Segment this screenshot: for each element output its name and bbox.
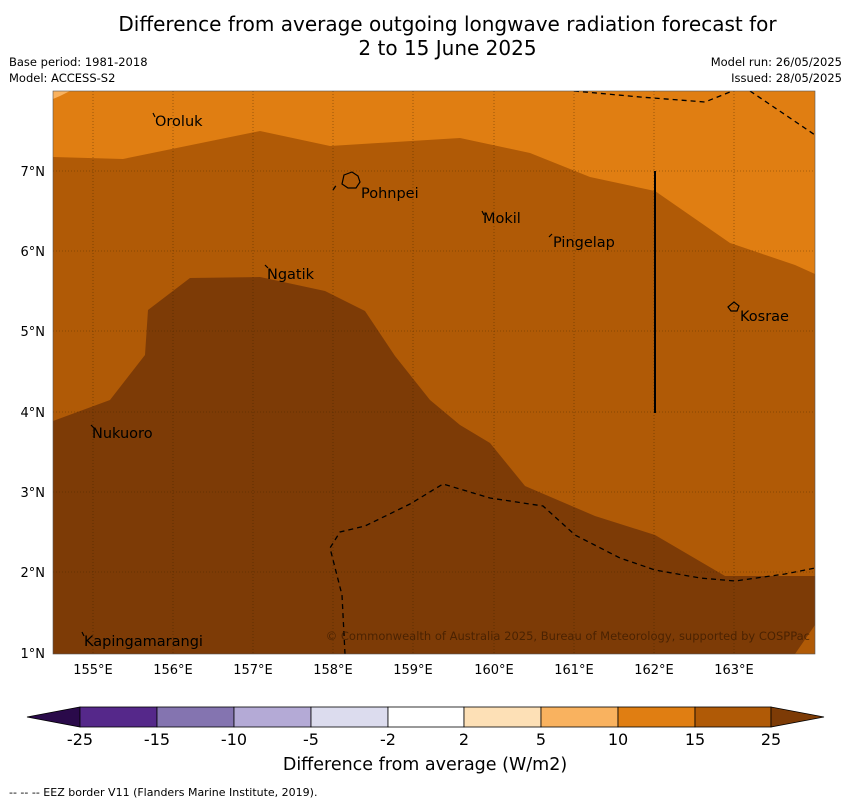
lon-label: 159°E [393,663,433,678]
colorbar-segment [79,706,158,728]
eez-borders [329,91,815,654]
lon-label: 158°E [313,663,353,678]
band-15-25-corner [795,625,815,654]
colorbar-segment [617,706,696,728]
model-name: Model: ACCESS-S2 [9,71,116,85]
colorbar-tick: -25 [67,730,93,749]
colorbar-segment [310,706,389,728]
lon-label: 162°E [634,663,674,678]
title-line-1: Difference from average outgoing longwav… [118,12,777,36]
colorbar-segment [233,706,312,728]
lon-axis-labels: 155°E 156°E 157°E 158°E 159°E 160°E 161°… [73,663,754,678]
island-oroluk [152,112,156,118]
base-period: Base period: 1981-2018 [9,55,148,69]
gridlines [53,91,815,654]
lat-axis-labels: 7°N 6°N 5°N 4°N 3°N 2°N 1°N [21,165,46,662]
colorbar-ticks: -25 -15 -10 -5 -2 2 5 10 15 25 [67,730,781,749]
place-ngatik: Ngatik [267,267,315,283]
eez-border-south [329,483,815,654]
place-oroluk: Oroluk [155,114,203,130]
eez-border-top-right [749,91,815,136]
colorbar-segment [156,706,235,728]
island-kosrae [727,301,740,312]
lat-label: 5°N [21,325,46,340]
colorbar-tick: 5 [536,730,546,749]
colorbar-segment [540,706,619,728]
eez-footnote: -- -- -- EEZ border V11 (Flanders Marine… [9,786,318,799]
band-5-10 [53,91,70,99]
colorbar-tick: -2 [380,730,396,749]
lat-label: 1°N [21,647,46,662]
meta-right: Model run: 26/05/2025 Issued: 28/05/2025 [711,54,842,86]
title-line-2: 2 to 15 June 2025 [358,36,537,60]
colorbar-tick: 25 [761,730,781,749]
island-nukuoro [90,424,95,429]
lat-label: 7°N [21,165,46,180]
colorbar-segment [463,706,542,728]
map-plot-area: Oroluk Pohnpei Mokil Pingelap Ngatik Kos… [53,91,815,654]
colorbar-tick: -10 [221,730,247,749]
lon-label: 155°E [73,663,113,678]
place-kapingamarangi: Kapingamarangi [84,634,203,650]
island-pohnpei [341,171,361,189]
copyright-text: © Commonwealth of Australia 2025, Bureau… [326,629,810,643]
plot-frame [52,90,816,655]
colorbar-tick: -5 [303,730,319,749]
lat-label: 3°N [21,486,46,501]
issued-date: Issued: 28/05/2025 [731,71,842,85]
lon-label: 156°E [153,663,193,678]
lon-label: 161°E [554,663,594,678]
place-nukuoro: Nukuoro [92,426,153,442]
lat-label: 2°N [21,566,46,581]
island-mokil [481,210,485,216]
colorbar-tick: 10 [608,730,628,749]
colorbar-tick: -15 [144,730,170,749]
colorbar-segment [387,706,465,728]
model-run: Model run: 26/05/2025 [710,55,842,69]
place-pingelap: Pingelap [553,235,615,251]
place-kosrae: Kosrae [740,309,789,325]
island-pingelap [548,233,553,238]
eez-border-pohnpei [332,183,338,191]
meta-left: Base period: 1981-2018 Model: ACCESS-S2 [9,54,148,86]
colorbar-label: Difference from average (W/m2) [282,755,568,775]
colorbar [26,706,825,728]
place-pohnpei: Pohnpei [361,186,419,202]
islands [81,112,740,637]
map-title: Difference from average outgoing longwav… [0,12,850,60]
colorbar-tick: 15 [685,730,705,749]
lat-label: 4°N [21,406,46,421]
lon-label: 157°E [233,663,273,678]
lon-label: 160°E [474,663,514,678]
place-mokil: Mokil [483,211,521,227]
colorbar-extend-high [770,706,825,728]
place-labels: Oroluk Pohnpei Mokil Pingelap Ngatik Kos… [84,114,789,650]
colorbar-tick: 2 [459,730,469,749]
colorbar-extend-low [26,706,81,728]
lon-label: 163°E [714,663,754,678]
island-ngatik [264,264,269,269]
colorbar-segment [694,706,772,728]
lat-label: 6°N [21,245,46,260]
island-kapinga [81,631,85,637]
